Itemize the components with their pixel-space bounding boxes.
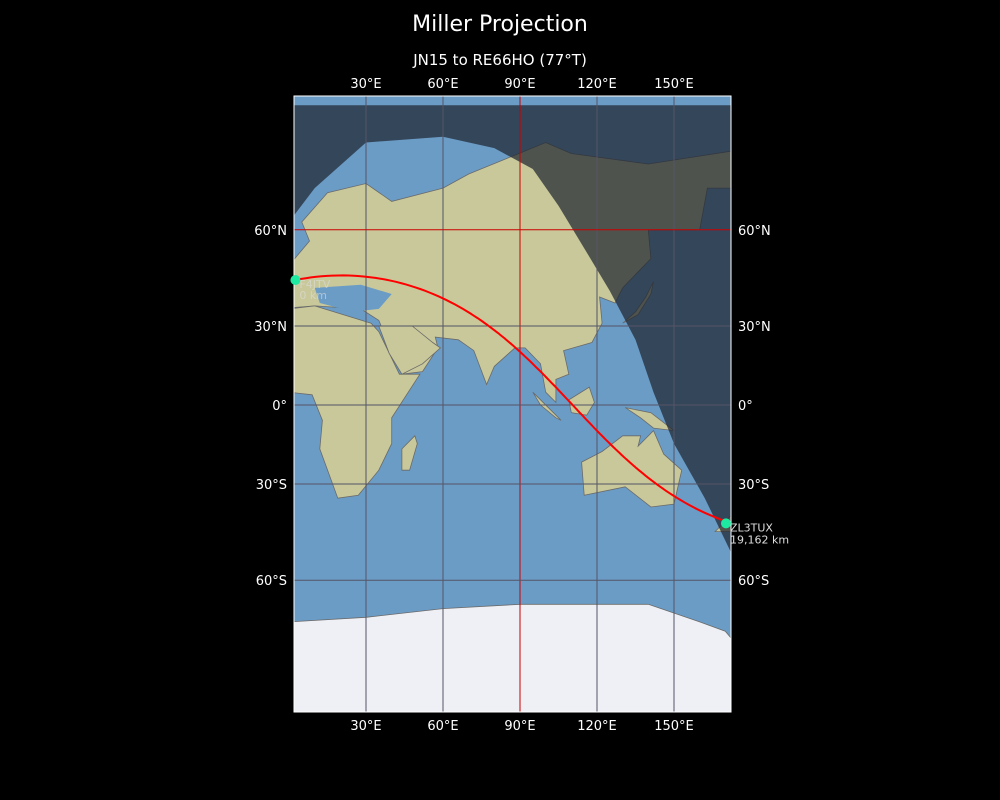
left-lat-tick: 0° <box>272 399 287 414</box>
left-lat-tick: 30°N <box>254 320 287 335</box>
bottom-lon-tick: 150°E <box>654 719 694 734</box>
great-circle-path <box>295 274 731 525</box>
end-distance-label: 19,162 km <box>730 533 789 546</box>
start-call-label: F4JTV <box>299 278 330 291</box>
top-lon-tick: 90°E <box>504 77 535 92</box>
start-distance-label: 0 km <box>299 289 327 302</box>
right-lat-tick: 0° <box>738 399 753 414</box>
arabia-land <box>378 325 442 375</box>
map-subtitle: JN15 to RE66HO (77°T) <box>413 51 587 69</box>
left-lat-tick: 30°S <box>256 478 287 493</box>
end-call-label: ZL3TUX <box>730 521 773 534</box>
africa-land <box>294 305 421 499</box>
mediterranean-sea <box>314 284 392 312</box>
top-lon-tick: 30°E <box>350 77 381 92</box>
figure-title: Miller Projection <box>412 12 588 37</box>
top-lon-tick: 120°E <box>577 77 617 92</box>
australia-land <box>581 429 683 508</box>
top-lon-tick: 150°E <box>654 77 694 92</box>
bottom-lon-tick: 60°E <box>427 719 458 734</box>
bottom-lon-tick: 30°E <box>350 719 381 734</box>
left-lat-tick: 60°S <box>256 574 287 589</box>
axis-ticks: 30°E 30°E 60°E 60°E 90°E 90°E 120°E 120°E 150°E 1… <box>254 77 771 734</box>
night-shading <box>294 105 731 553</box>
right-lat-tick: 60°N <box>738 224 771 239</box>
left-lat-tick: 60°N <box>254 224 287 239</box>
map-frame <box>293 95 732 713</box>
bottom-lon-tick: 120°E <box>577 719 617 734</box>
right-lat-tick: 60°S <box>738 574 769 589</box>
top-lon-tick: 60°E <box>427 77 458 92</box>
graticule <box>294 96 731 712</box>
right-lat-tick: 30°S <box>738 478 769 493</box>
new-guinea-land <box>624 407 676 432</box>
bottom-lon-tick: 90°E <box>504 719 535 734</box>
right-lat-tick: 30°N <box>738 320 771 335</box>
end-marker[interactable] <box>721 518 731 529</box>
madagascar-land <box>401 435 418 471</box>
start-marker[interactable] <box>290 275 301 286</box>
sumatra-land <box>532 391 562 421</box>
